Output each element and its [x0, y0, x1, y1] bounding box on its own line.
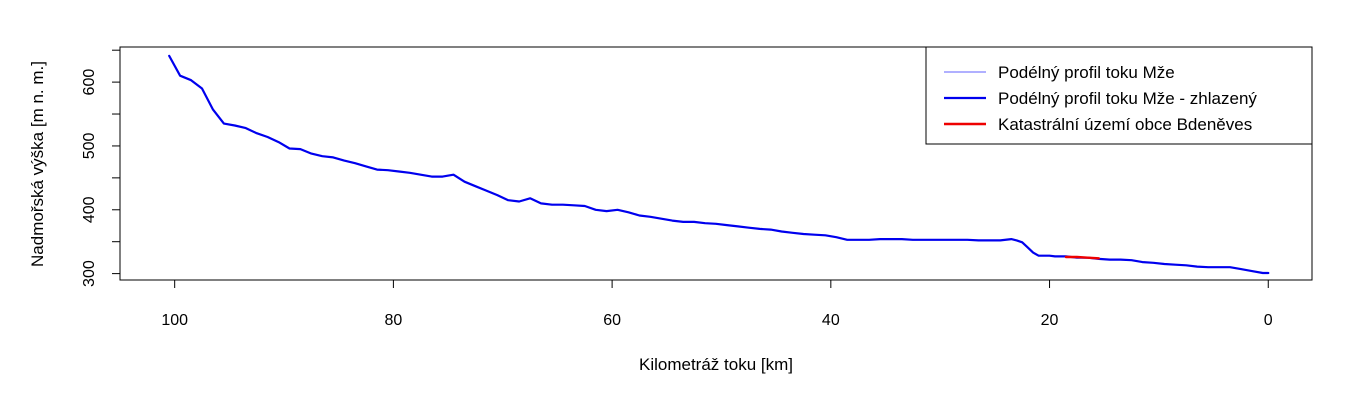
x-axis-title: Kilometráž toku [km]: [639, 355, 793, 374]
y-tick-label: 300: [81, 260, 98, 287]
legend: Podélný profil toku Mže Podélný profil to…: [925, 46, 1313, 145]
legend-label-2: Podélný profil toku Mže - zhlazený: [998, 89, 1257, 108]
x-tick-label: 60: [603, 312, 621, 329]
x-axis: 100 80 60 40 20 0: [161, 280, 1273, 329]
legend-label-1: Podélný profil toku Mže: [998, 63, 1175, 82]
y-tick-label: 600: [81, 69, 98, 96]
plot-frame: [119, 46, 1313, 281]
series-line-3: [1064, 255, 1101, 260]
x-tick-label: 0: [1264, 312, 1273, 329]
x-tick-label: 20: [1041, 312, 1059, 329]
y-tick-label: 400: [81, 196, 98, 223]
x-tick-label: 100: [161, 312, 188, 329]
series-layer: [168, 54, 1270, 275]
legend-box: [925, 46, 1313, 145]
legend-label-3: Katastrální území obce Bdeněves: [998, 115, 1252, 134]
y-axis: 300 400 500 600: [81, 49, 120, 287]
x-tick-label: 40: [822, 312, 840, 329]
x-tick-label: 80: [384, 312, 402, 329]
y-axis-title: Nadmořská výška [m n. m.]: [28, 61, 47, 267]
plot-area: [119, 46, 1313, 281]
y-tick-label: 500: [81, 132, 98, 159]
